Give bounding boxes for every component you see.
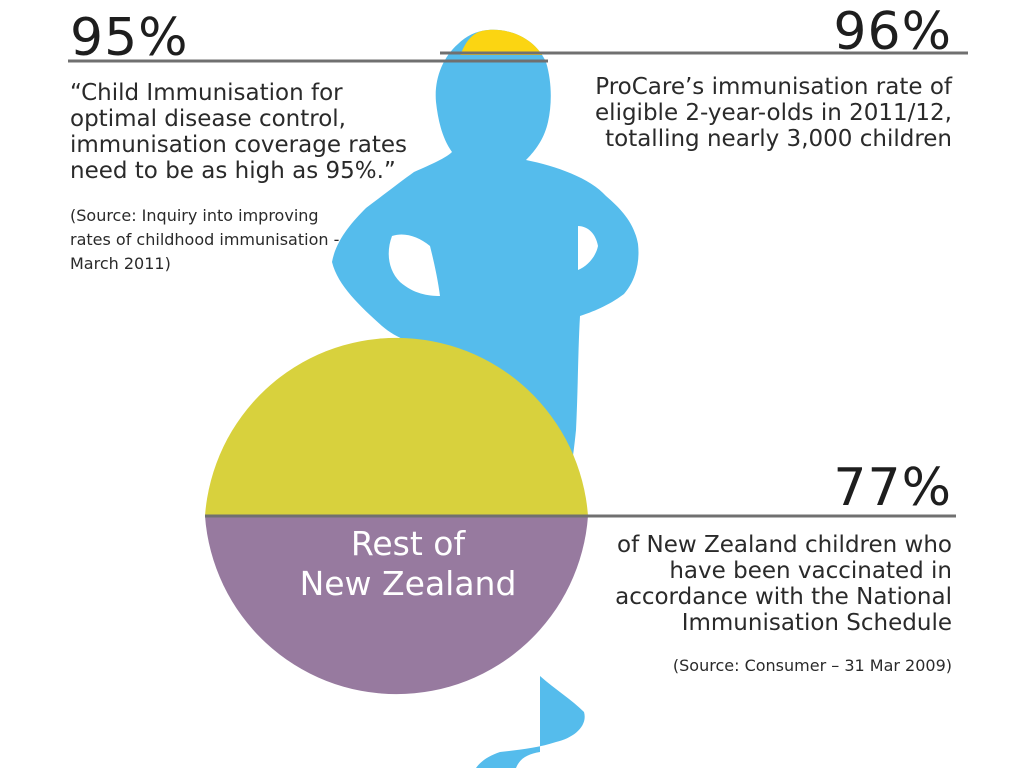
stat-77-value: 77% <box>833 458 952 518</box>
stat-77-text-line: Immunisation Schedule <box>681 610 952 636</box>
stat-95-text-line: “Child Immunisation for <box>70 80 343 106</box>
stat-77-source-line: (Source: Consumer – 31 Mar 2009) <box>672 656 952 675</box>
stat-95-source-line: March 2011) <box>70 254 171 273</box>
stat-96-text-line: totalling nearly 3,000 children <box>605 126 952 152</box>
stat-77-text-line: of New Zealand children who <box>617 532 952 558</box>
stat-77-text-line: accordance with the National <box>615 584 952 610</box>
nz-circle <box>205 337 588 695</box>
stat-95-text-line: need to be as high as 95%.” <box>70 158 396 184</box>
stat-95-source: (Source: Inquiry into improving rates of… <box>70 204 390 276</box>
nz-circle-bottom <box>205 516 588 695</box>
stat-95-value: 95% <box>70 8 189 68</box>
stat-95-text-line: immunisation coverage rates <box>70 132 407 158</box>
child-head-fill <box>460 29 543 55</box>
stat-77-text: of New Zealand children who have been va… <box>572 532 952 636</box>
stat-95-text: “Child Immunisation for optimal disease … <box>70 80 440 184</box>
stat-96-value: 96% <box>833 2 952 62</box>
child-feet-shape <box>476 676 585 768</box>
child-silhouette-shape <box>332 29 639 520</box>
stat-96-text-line: ProCare’s immunisation rate of <box>595 74 952 100</box>
stat-96-text: ProCare’s immunisation rate of eligible … <box>552 74 952 152</box>
stat-95-source-line: rates of childhood immunisation - <box>70 230 340 249</box>
circle-label-line: Rest of <box>350 524 466 563</box>
stat-96-text-line: eligible 2-year-olds in 2011/12, <box>595 100 952 126</box>
stat-95-text-line: optimal disease control, <box>70 106 346 132</box>
stat-95-source-line: (Source: Inquiry into improving <box>70 206 319 225</box>
child-silhouette <box>332 29 639 768</box>
stat-77-source: (Source: Consumer – 31 Mar 2009) <box>592 654 952 678</box>
circle-label-line: New Zealand <box>299 564 517 603</box>
stat-77-text-line: have been vaccinated in <box>669 558 952 584</box>
nz-circle-top <box>205 337 588 516</box>
circle-label: Rest of New Zealand <box>250 524 566 604</box>
